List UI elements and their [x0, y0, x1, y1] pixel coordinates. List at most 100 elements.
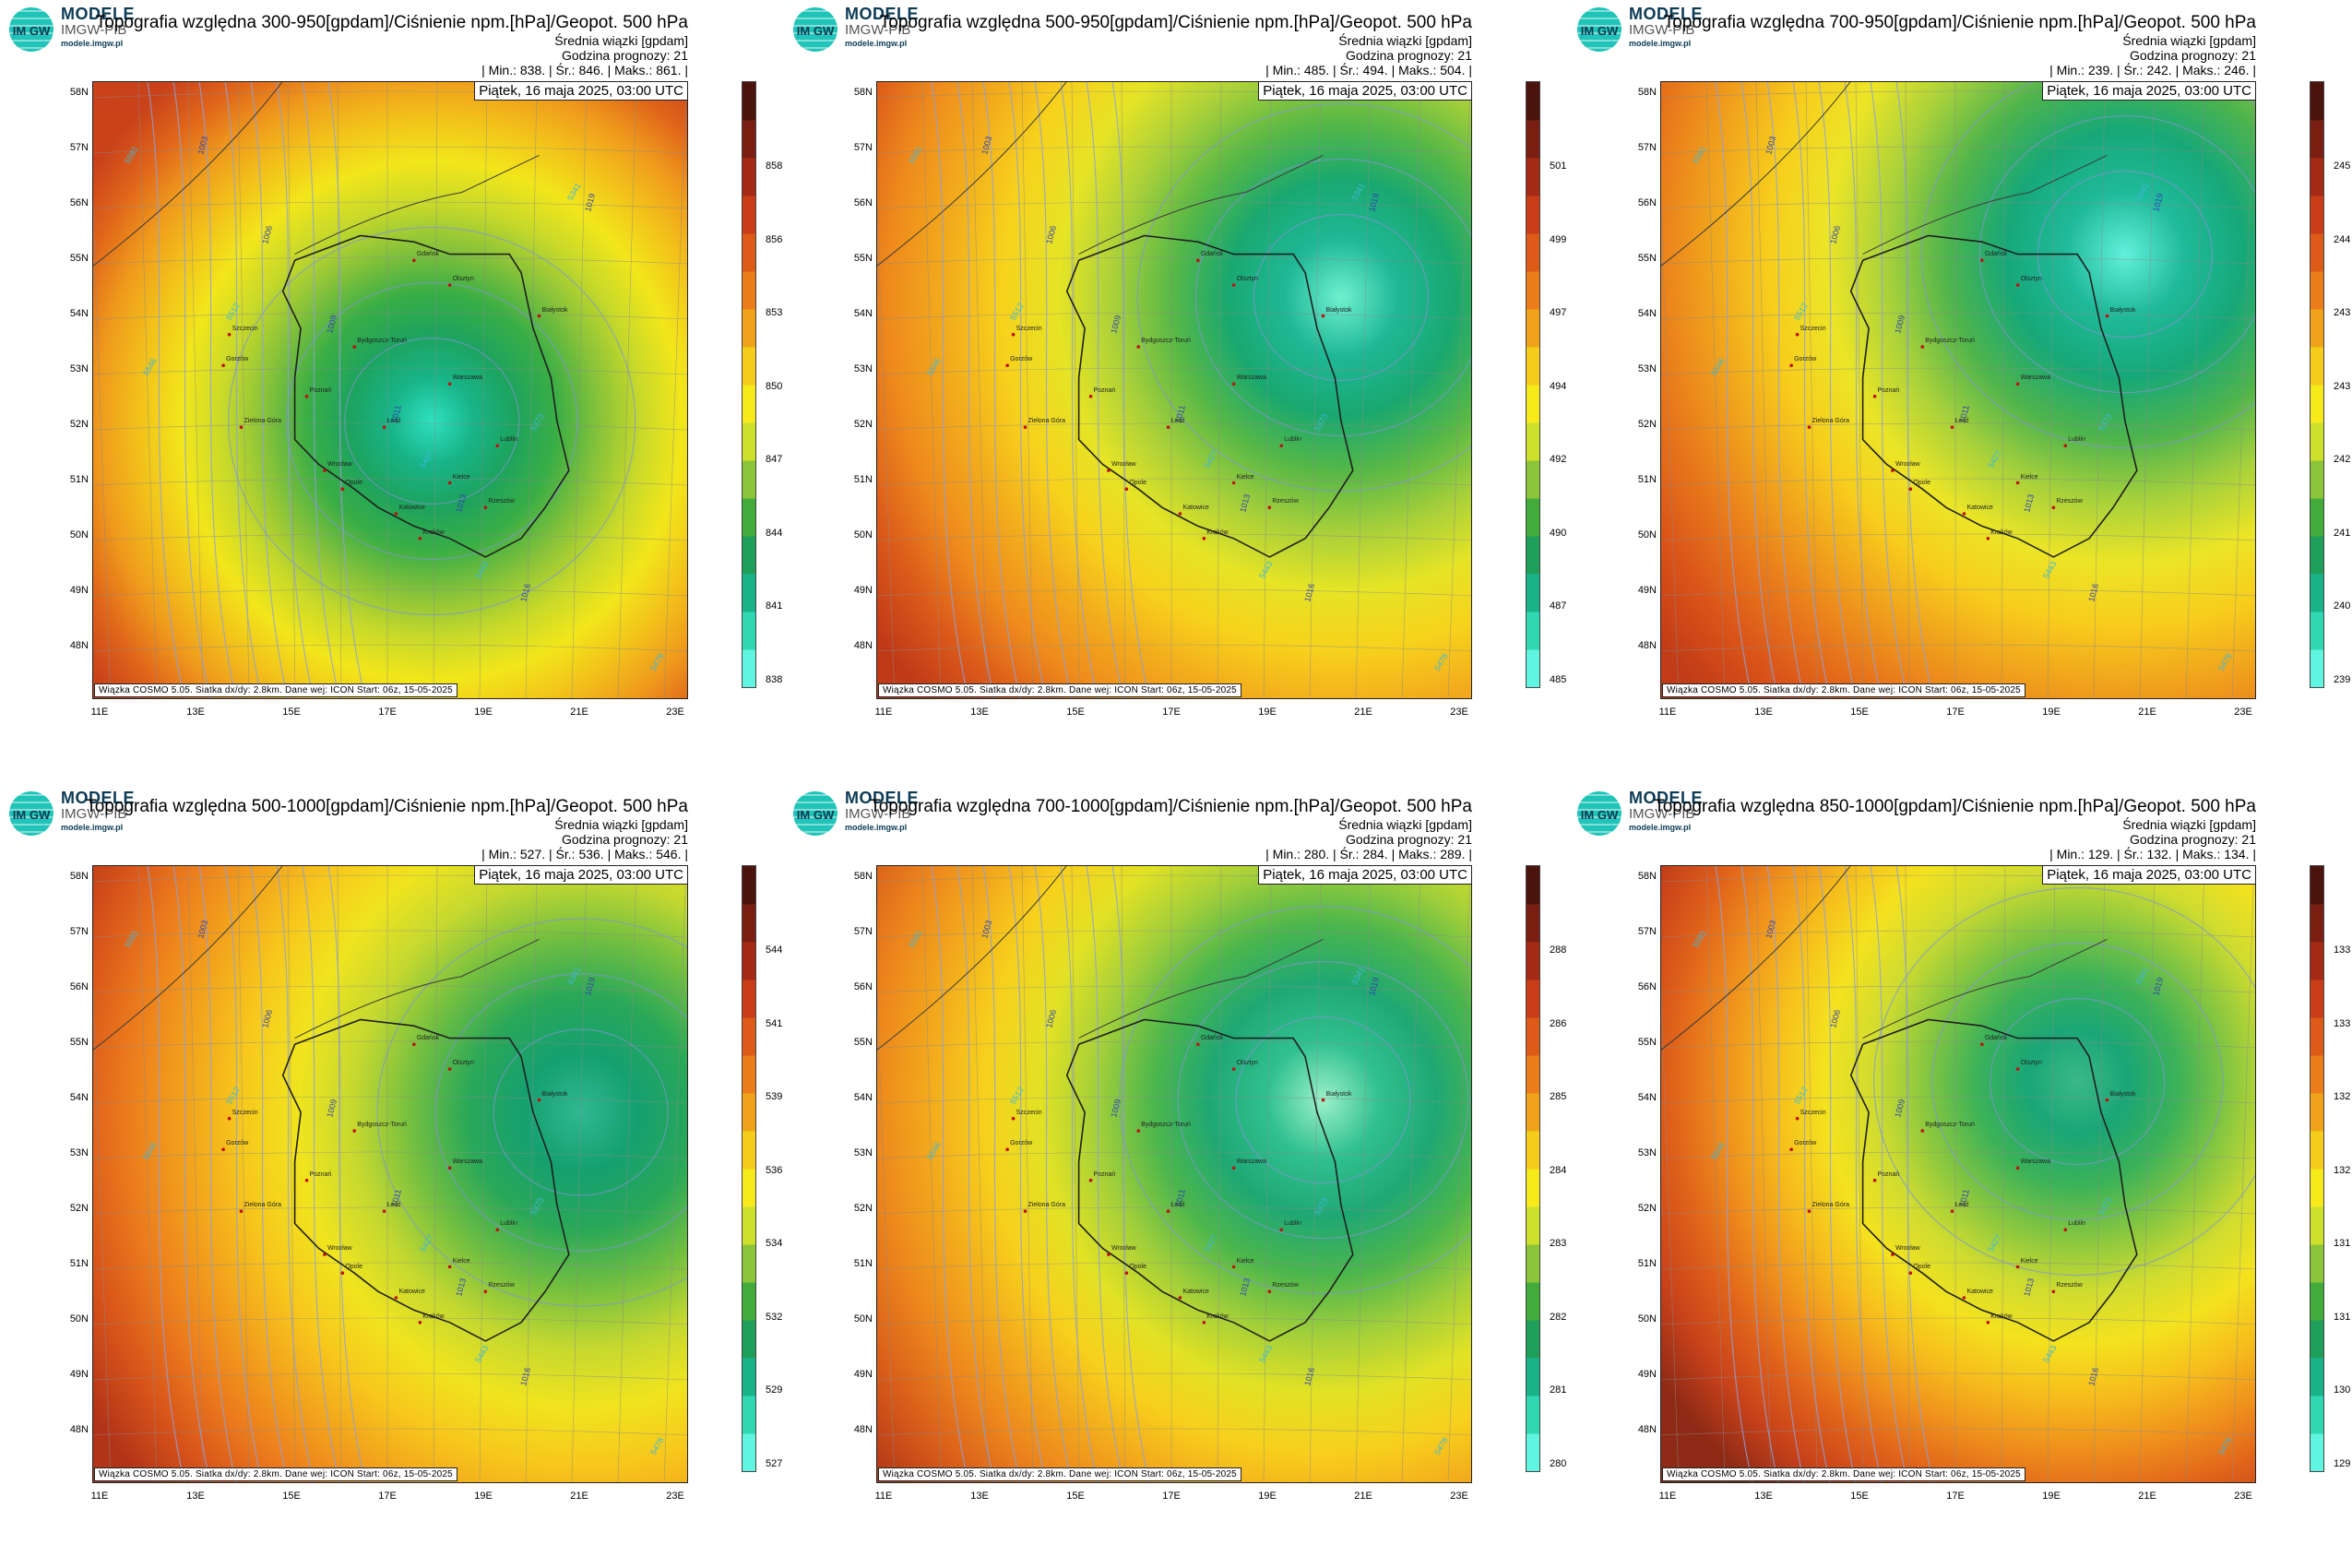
city-label: Kielce — [452, 1257, 470, 1265]
logo-text: MODELE IMGW-PIB modele.imgw.pl — [845, 6, 919, 48]
forecast-map: 1003 1006 1009 1011 1013 1016 1019 5341 5373 5427… — [92, 81, 688, 699]
city-marker — [447, 481, 452, 485]
latitude-label: 55N — [1637, 1037, 1657, 1048]
latitude-label: 52N — [1637, 419, 1657, 430]
colorbar-tick: 131 — [2334, 1238, 2351, 1249]
field-stats: | Min.: 280. | Śr.: 284. | Maks.: 289. | — [1265, 847, 1472, 861]
city-marker — [1107, 1253, 1111, 1256]
model-footer: Wiązka COSMO 5.05. Siatka dx/dy: 2.8km. … — [878, 1467, 1241, 1481]
city-marker — [1005, 1147, 1009, 1151]
city-label: Kraków — [1990, 529, 2013, 536]
latitude-label: 53N — [69, 363, 89, 374]
city-label: Szczecin — [232, 325, 258, 332]
city-marker — [340, 1271, 345, 1275]
city-label: Gorzów — [1010, 1140, 1033, 1147]
city-label: Kielce — [1236, 473, 1254, 481]
latitude-label: 49N — [1637, 1369, 1657, 1380]
city-label: Szczecin — [1016, 1109, 1042, 1116]
longitude-label: 23E — [1450, 707, 1468, 718]
latitude-label: 55N — [69, 253, 89, 264]
city-label: Kielce — [2020, 1257, 2038, 1265]
city-label: Bydgoszcz-Toruń — [1925, 1122, 1975, 1129]
city-marker — [1023, 425, 1028, 430]
city-label: Katowice — [398, 1289, 425, 1295]
colorbar-tick: 527 — [766, 1457, 783, 1469]
colorbar-tick: 497 — [1550, 307, 1567, 318]
longitude-label: 13E — [970, 1491, 989, 1502]
city-label: Bydgoszcz-Toruń — [357, 338, 407, 345]
city-marker — [1789, 1147, 1793, 1151]
logo-brand: MODELE — [845, 5, 920, 23]
longitude-label: 23E — [1450, 1491, 1468, 1502]
latitude-label: 55N — [1637, 253, 1657, 264]
city-label: Rzeszów — [488, 498, 515, 505]
city-label: Gorzów — [226, 1140, 249, 1147]
longitude-label: 11E — [874, 1491, 893, 1502]
city-label: Opole — [1129, 1264, 1146, 1271]
map-title: Topografia względna 300-950[gpdam]/Ciśni… — [95, 13, 688, 32]
longitude-label: 11E — [90, 707, 109, 718]
longitude-label: 19E — [1258, 1491, 1277, 1502]
city-marker — [221, 1147, 225, 1151]
city-label: Szczecin — [1016, 325, 1042, 332]
latitude-label: 53N — [1637, 363, 1657, 374]
city-label: Kraków — [1206, 1313, 1229, 1320]
map-title: Topografia względna 850-1000[gpdam]/Ciśn… — [1654, 797, 2256, 816]
colorbar-tick: 245 — [2334, 160, 2351, 172]
latitude-label: 54N — [1637, 308, 1657, 319]
city-marker — [1196, 1042, 1200, 1047]
city-marker — [2015, 1265, 2020, 1269]
city-marker — [1279, 444, 1284, 448]
latitude-label: 54N — [853, 308, 873, 319]
longitude-label: 15E — [1850, 707, 1869, 718]
colorbar-tick: 544 — [766, 944, 783, 956]
colorbar-tick: 485 — [1550, 673, 1567, 685]
city-label: Białystok — [1325, 1090, 1352, 1098]
isobar-label: 1011 — [1173, 1188, 1187, 1207]
latitude-label: 52N — [853, 419, 873, 430]
forecast-map: 1003 1006 1009 1011 1013 1016 1019 5341 5373 5427… — [1660, 81, 2256, 699]
colorbar-tick: 285 — [1550, 1091, 1567, 1102]
map-title: Topografia względna 700-950[gpdam]/Ciśni… — [1663, 13, 2256, 32]
latitude-label: 55N — [69, 1037, 89, 1048]
longitude-label: 17E — [378, 707, 397, 718]
svg-text:IM GW: IM GW — [1581, 24, 1619, 38]
city-marker — [447, 1265, 452, 1269]
latitude-label: 48N — [69, 1424, 89, 1435]
city-marker — [1202, 537, 1206, 540]
latitude-label: 57N — [853, 926, 873, 937]
city-label: Warszawa — [1236, 374, 1267, 382]
city-label: Poznań — [1093, 386, 1116, 394]
city-marker — [1807, 425, 1812, 430]
poland-border — [281, 1018, 570, 1342]
city-label: Katowice — [1182, 505, 1209, 511]
latitude-label: 50N — [853, 1313, 873, 1324]
city-marker — [2015, 1067, 2020, 1071]
colorbar-tick: 536 — [766, 1164, 783, 1176]
logo-sub: IMGW-PIB — [845, 22, 911, 38]
map-title: Topografia względna 700-1000[gpdam]/Ciśn… — [870, 797, 1472, 816]
city-marker — [1980, 258, 1984, 263]
city-label: Olsztyn — [452, 276, 474, 283]
logo-text: MODELE IMGW-PIB modele.imgw.pl — [845, 790, 919, 832]
latitude-label: 53N — [853, 1147, 873, 1158]
logo-site: modele.imgw.pl — [61, 39, 124, 48]
city-label: Warszawa — [2020, 374, 2051, 382]
city-marker — [1178, 512, 1182, 516]
valid-date: Piątek, 16 maja 2025, 03:00 UTC — [1258, 81, 1472, 101]
forecast-map: 1003 1006 1009 1011 1013 1016 1019 5341 5373 5427… — [876, 81, 1472, 699]
city-label: Zielona Góra — [1812, 418, 1849, 425]
latitude-label: 51N — [853, 1258, 873, 1269]
city-marker — [1962, 512, 1966, 516]
colorbar — [742, 81, 756, 688]
poland-border — [1065, 234, 1354, 558]
forecast-hour: Godzina prognozy: 21 — [562, 832, 688, 847]
logo-text: MODELE IMGW-PIB modele.imgw.pl — [1629, 790, 1703, 832]
city-label: Szczecin — [232, 1109, 258, 1116]
logo-brand: MODELE — [61, 5, 136, 23]
imgw-logo: IM GW — [1577, 791, 1621, 836]
city-marker — [1231, 1067, 1236, 1071]
city-label: Warszawa — [452, 374, 483, 382]
latitude-label: 52N — [853, 1203, 873, 1214]
latitude-label: 56N — [1637, 197, 1657, 208]
